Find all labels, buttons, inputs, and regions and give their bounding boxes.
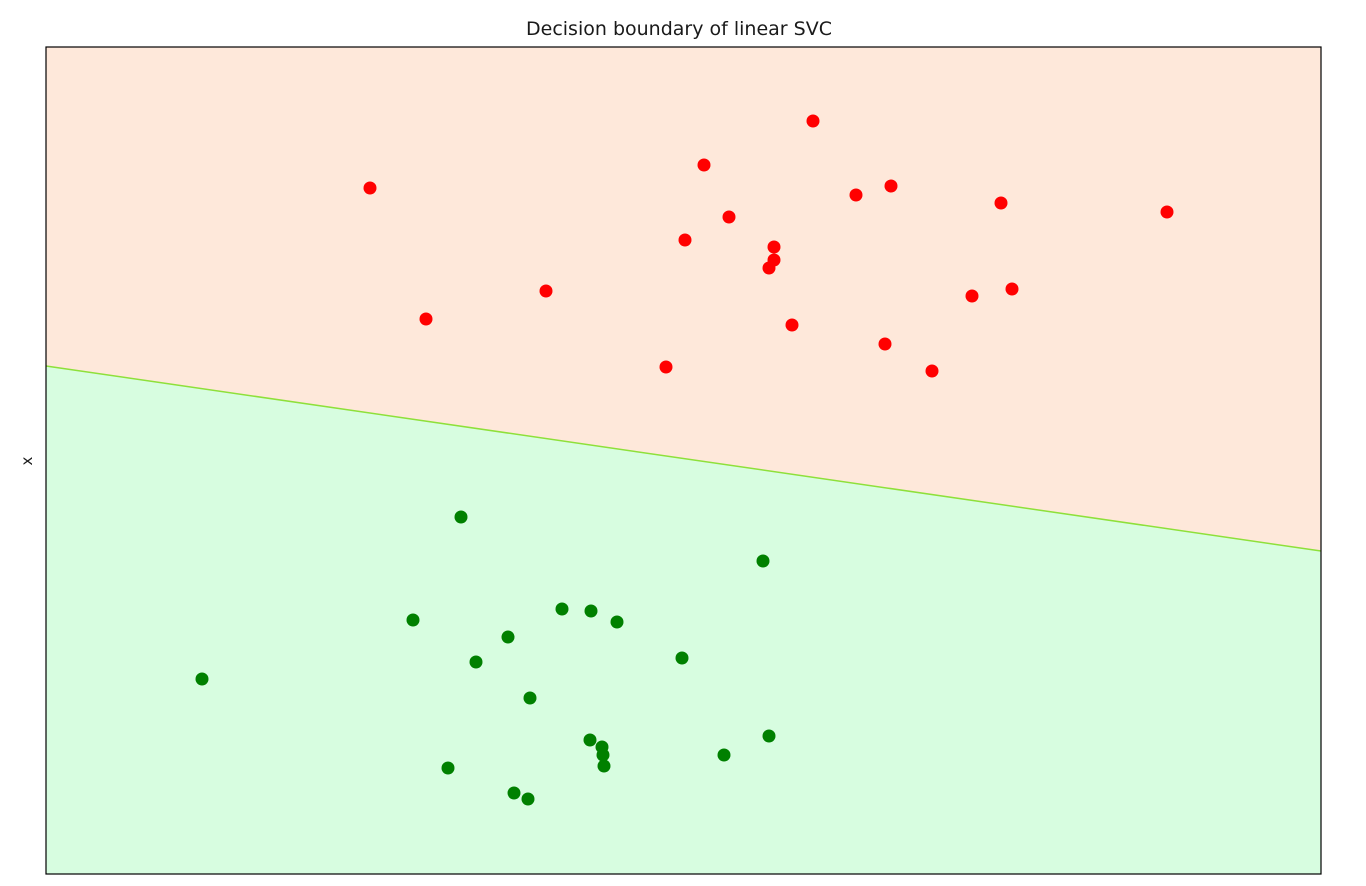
chart-title: Decision boundary of linear SVC [526, 18, 832, 40]
data-point [756, 554, 770, 568]
data-point [762, 261, 776, 275]
data-point [878, 337, 892, 351]
data-point [501, 630, 515, 644]
data-point [555, 602, 569, 616]
data-point [610, 615, 624, 629]
data-point [785, 318, 799, 332]
data-point [925, 364, 939, 378]
data-point [994, 196, 1008, 210]
data-point [697, 158, 711, 172]
data-point [659, 360, 673, 374]
data-point [717, 748, 731, 762]
lower-decision-region [46, 366, 1321, 874]
data-point [523, 691, 537, 705]
data-point [454, 510, 468, 524]
decision-boundary-line [45, 365, 1322, 552]
data-point [584, 604, 598, 618]
data-point [521, 792, 535, 806]
data-point [469, 655, 483, 669]
data-point [762, 729, 776, 743]
data-point [675, 651, 689, 665]
data-point [583, 733, 597, 747]
data-point [849, 188, 863, 202]
data-point [363, 181, 377, 195]
data-point [884, 179, 898, 193]
data-point [1160, 205, 1174, 219]
data-point [597, 759, 611, 773]
data-point [539, 284, 553, 298]
data-point [806, 114, 820, 128]
data-points [195, 114, 1174, 806]
data-point [441, 761, 455, 775]
data-point [507, 786, 521, 800]
data-point [596, 748, 610, 762]
series-1 [363, 114, 1174, 378]
data-point [406, 613, 420, 627]
data-point [195, 672, 209, 686]
data-point [767, 240, 781, 254]
data-point [678, 233, 692, 247]
data-point [965, 289, 979, 303]
data-point [419, 312, 433, 326]
upper-decision-region [46, 47, 1321, 551]
data-point [1005, 282, 1019, 296]
series-2 [195, 510, 776, 806]
y-axis-label: x [18, 456, 36, 465]
plot-area [45, 46, 1322, 875]
plot-frame [45, 46, 1322, 875]
data-point [722, 210, 736, 224]
